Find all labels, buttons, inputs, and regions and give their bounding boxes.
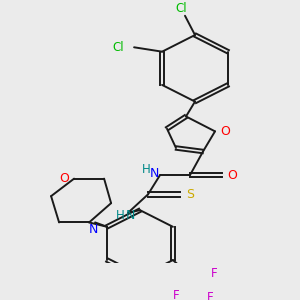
Text: O: O <box>227 169 237 182</box>
Text: H: H <box>116 209 124 222</box>
Text: H: H <box>142 164 150 176</box>
Text: N: N <box>88 223 98 236</box>
Text: N: N <box>149 167 159 180</box>
Text: F: F <box>172 290 179 300</box>
Text: Cl: Cl <box>112 41 124 54</box>
Text: Cl: Cl <box>175 2 187 15</box>
Text: N: N <box>125 209 135 222</box>
Text: F: F <box>211 267 217 280</box>
Text: O: O <box>59 172 69 185</box>
Text: O: O <box>220 125 230 138</box>
Text: F: F <box>207 291 213 300</box>
Text: S: S <box>186 188 194 201</box>
